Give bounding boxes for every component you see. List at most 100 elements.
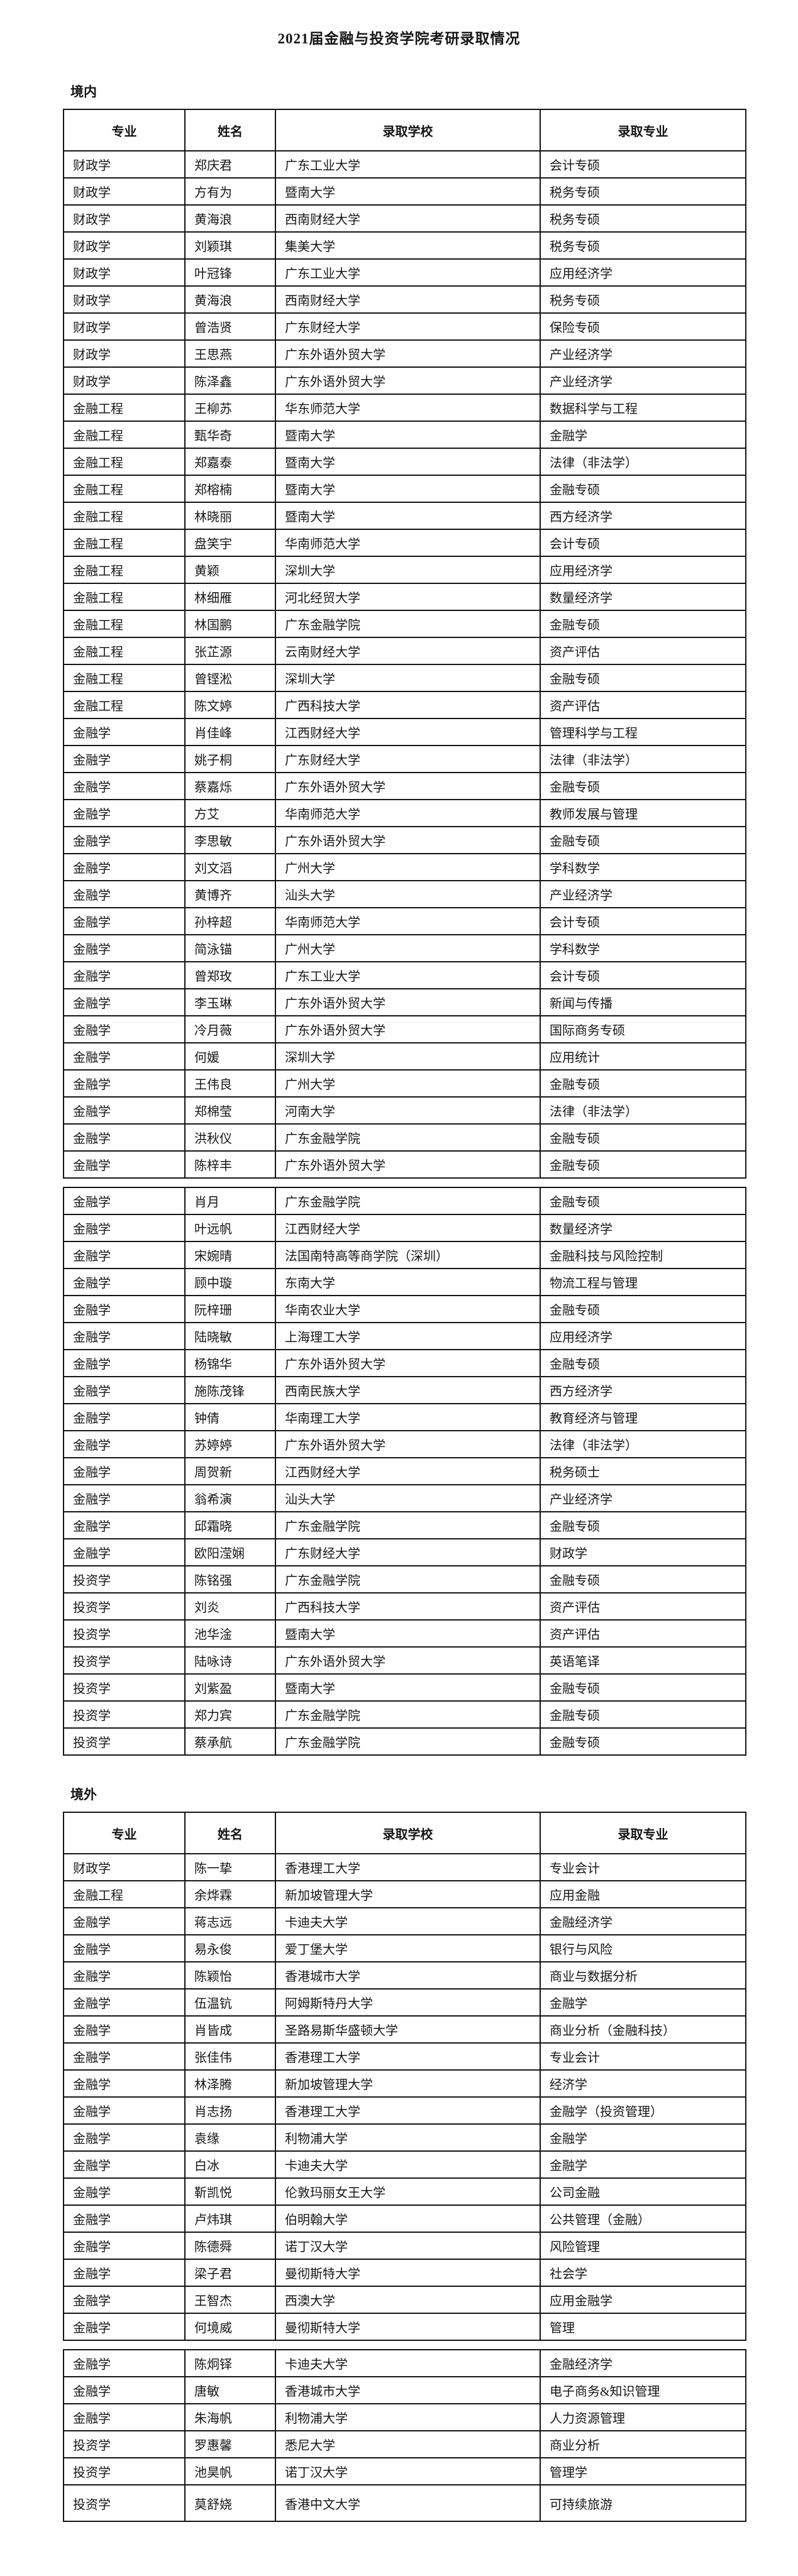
cell-school: 江西财经大学 xyxy=(275,1457,541,1485)
cell-school: 汕头大学 xyxy=(275,1484,541,1512)
cell-admitted-major: 金融专硕 xyxy=(540,1673,746,1702)
section-label-overseas: 境外 xyxy=(70,1787,97,1802)
cell-school: 暨南大学 xyxy=(275,1673,541,1702)
table-row: 金融学 朱海帆 利物浦大学 人力资源管理 xyxy=(63,2403,746,2431)
cell-major: 金融学 xyxy=(63,961,186,989)
cell-school: 香港理工大学 xyxy=(275,2096,541,2125)
table-row: 财政学 郑庆君 广东工业大学 会计专硕 xyxy=(63,150,746,179)
overseas-table-part2: 金融学 陈炯铎 卡迪夫大学 金融经济学 金融学 唐敏 香港城市大学 电子商务&知识管理 金融学朱… xyxy=(63,2349,746,2522)
table-row: 金融学 肖皆成 圣路易斯华盛顿大学 商业分析（金融科技） xyxy=(63,2015,746,2044)
header-row: 专业 姓名 录取学校 录取专业 xyxy=(63,1812,746,1854)
cell-name: 方有为 xyxy=(184,177,276,206)
section-label-domestic: 境内 xyxy=(70,84,97,99)
cell-school: 东南大学 xyxy=(275,1268,541,1296)
cell-major: 金融工程 xyxy=(63,475,186,503)
cell-school: 深圳大学 xyxy=(275,1042,541,1071)
cell-school: 广东外语外贸大学 xyxy=(275,1150,541,1179)
table-row: 金融学 陈颖怡 香港城市大学 商业与数据分析 xyxy=(63,1961,746,1990)
cell-admitted-major: 西方经济学 xyxy=(540,1376,746,1404)
cell-name: 肖皆成 xyxy=(184,2015,276,2044)
cell-name: 蒋志远 xyxy=(184,1907,276,1935)
cell-admitted-major: 会计专硕 xyxy=(540,961,746,989)
table-row: 金融学 陈梓丰 广东外语外贸大学 金融专硕 xyxy=(63,1150,746,1179)
cell-major: 金融学 xyxy=(63,745,186,773)
cell-school: 广东金融学院 xyxy=(275,1123,541,1152)
cell-major: 金融学 xyxy=(63,826,186,854)
cell-name: 冷月薇 xyxy=(184,1015,276,1043)
table-row: 金融工程 张芷源 云南财经大学 资产评估 xyxy=(63,637,746,665)
cell-school: 深圳大学 xyxy=(275,664,541,692)
section-overseas: 境外 专业 姓名 录取学校 录取专业 财政学 陈一挚 香港理工大学 专业会计 金融工程 余烨霖 新加… xyxy=(0,1785,798,2522)
cell-major: 金融学 xyxy=(63,2150,186,2179)
cell-admitted-major: 社会学 xyxy=(540,2259,746,2287)
cell-name: 张芷源 xyxy=(184,637,276,665)
table-row: 金融工程 林晓丽 暨南大学 西方经济学 xyxy=(63,502,746,530)
cell-name: 陈一挚 xyxy=(184,1853,276,1881)
table-row: 金融学 唐敏 香港城市大学 电子商务&知识管理 xyxy=(63,2376,746,2404)
table-row: 金融学 何境威 曼彻斯特大学 管理 xyxy=(63,2313,746,2341)
table-row: 投资学 陆咏诗 广东外语外贸大学 英语笔译 xyxy=(63,1646,746,1675)
cell-major: 金融学 xyxy=(63,1069,186,1098)
cell-major: 金融学 xyxy=(63,718,186,746)
cell-name: 黄海浪 xyxy=(184,285,276,314)
cell-school: 广东金融学院 xyxy=(275,610,541,638)
cell-name: 靳凯悦 xyxy=(184,2177,276,2206)
table-row: 金融工程 盘笑宇 华南师范大学 会计专硕 xyxy=(63,529,746,557)
cell-admitted-major: 教师发展与管理 xyxy=(540,799,746,827)
table-row: 金融学 翁希演 汕头大学 产业经济学 xyxy=(63,1484,746,1512)
cell-name: 何媛 xyxy=(184,1042,276,1071)
overseas-table-part1: 专业 姓名 录取学校 录取专业 财政学 陈一挚 香港理工大学 专业会计 金融工程 余烨霖 新加坡管理… xyxy=(63,1812,746,2341)
cell-school: 上海理工大学 xyxy=(275,1322,541,1350)
cell-admitted-major: 税务专硕 xyxy=(540,231,746,260)
table-row: 投资学 池昊帆 诺丁汉大学 管理学 xyxy=(63,2457,746,2485)
cell-major: 金融学 xyxy=(63,1150,186,1179)
cell-admitted-major: 应用经济学 xyxy=(540,556,746,584)
table-row: 金融学 冷月薇 广东外语外贸大学 国际商务专硕 xyxy=(63,1015,746,1043)
cell-admitted-major: 法律（非法学） xyxy=(540,448,746,476)
cell-major: 金融学 xyxy=(63,1241,186,1269)
cell-school: 新加坡管理大学 xyxy=(275,2069,541,2098)
cell-school: 广东财经大学 xyxy=(275,1538,541,1566)
cell-major: 金融学 xyxy=(63,772,186,800)
cell-name: 陈炯铎 xyxy=(184,2349,276,2377)
cell-admitted-major: 资产评估 xyxy=(540,1619,746,1648)
table-row: 财政学 曾浩贤 广东财经大学 保险专硕 xyxy=(63,312,746,341)
cell-name: 蔡承航 xyxy=(184,1727,276,1756)
cell-admitted-major: 金融专硕 xyxy=(540,1565,746,1593)
cell-name: 卢炜琪 xyxy=(184,2204,276,2233)
cell-major: 金融学 xyxy=(63,2096,186,2125)
table-row: 金融学 孙梓超 华南师范大学 会计专硕 xyxy=(63,907,746,935)
cell-admitted-major: 学科数学 xyxy=(540,934,746,962)
cell-school: 广东金融学院 xyxy=(275,1511,541,1539)
cell-school: 卡迪夫大学 xyxy=(275,2349,541,2377)
cell-admitted-major: 数量经济学 xyxy=(540,583,746,611)
cell-admitted-major: 金融专硕 xyxy=(540,826,746,854)
column-header: 姓名 xyxy=(184,1812,276,1854)
cell-school: 广东外语外贸大学 xyxy=(275,826,541,854)
table-row: 投资学 刘炎 广西科技大学 资产评估 xyxy=(63,1592,746,1621)
cell-name: 何境威 xyxy=(184,2313,276,2341)
table-row: 财政学 陈泽鑫 广东外语外贸大学 产业经济学 xyxy=(63,366,746,395)
cell-name: 林泽腾 xyxy=(184,2069,276,2098)
cell-school: 广州大学 xyxy=(275,934,541,962)
cell-school: 香港理工大学 xyxy=(275,2042,541,2071)
cell-admitted-major: 金融专硕 xyxy=(540,610,746,638)
cell-major: 金融学 xyxy=(63,2349,186,2377)
column-header: 录取学校 xyxy=(275,109,541,151)
cell-admitted-major: 金融学（投资管理） xyxy=(540,2096,746,2125)
cell-major: 金融学 xyxy=(63,1015,186,1043)
table-row: 金融学 顾中璇 东南大学 物流工程与管理 xyxy=(63,1268,746,1296)
cell-school: 诺丁汉大学 xyxy=(275,2232,541,2260)
table-row: 金融工程 郑榕楠 暨南大学 金融专硕 xyxy=(63,475,746,503)
cell-school: 西南民族大学 xyxy=(275,1376,541,1404)
cell-admitted-major: 应用经济学 xyxy=(540,1322,746,1350)
cell-admitted-major: 人力资源管理 xyxy=(540,2403,746,2431)
table-row: 财政学 叶冠锋 广东工业大学 应用经济学 xyxy=(63,258,746,287)
cell-major: 金融工程 xyxy=(63,637,186,665)
cell-major: 财政学 xyxy=(63,339,186,368)
cell-major: 金融学 xyxy=(63,2042,186,2071)
cell-school: 广东财经大学 xyxy=(275,312,541,341)
cell-name: 李玉琳 xyxy=(184,988,276,1016)
cell-admitted-major: 金融学 xyxy=(540,421,746,449)
cell-admitted-major: 商业分析 xyxy=(540,2430,746,2458)
